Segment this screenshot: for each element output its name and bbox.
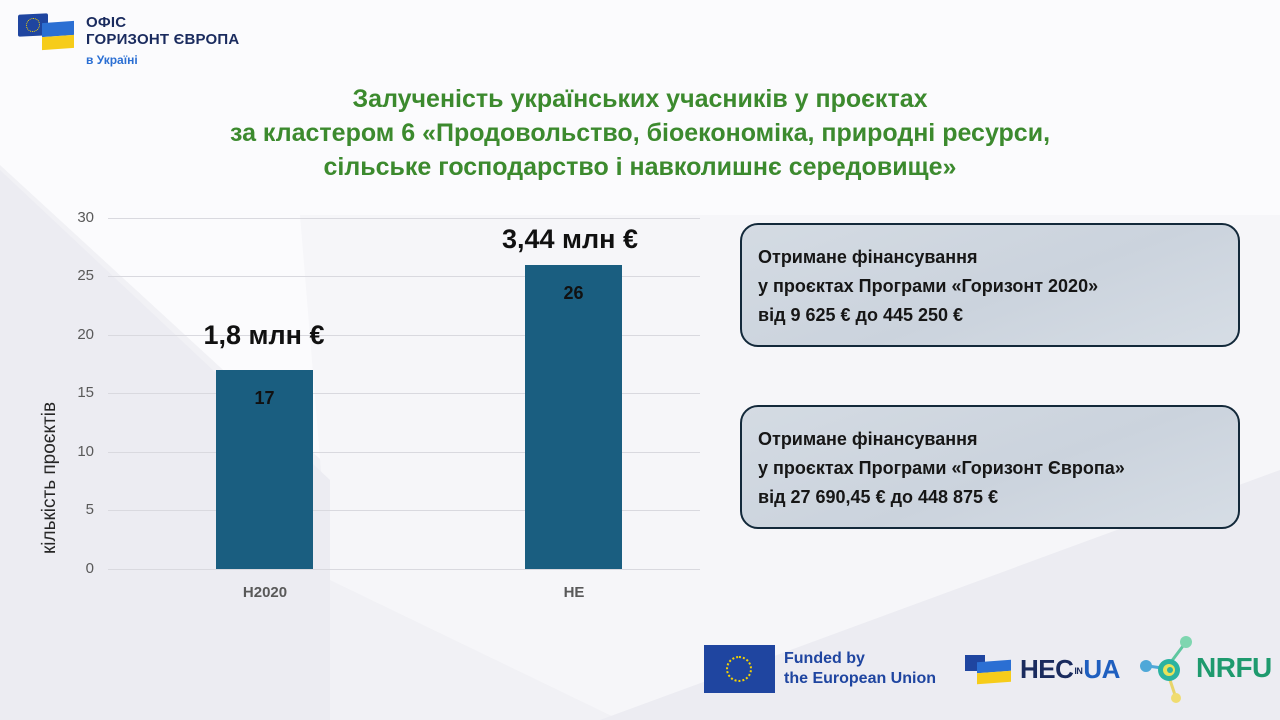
bar-value-label: 17 <box>254 388 275 408</box>
x-tick-label: H2020 <box>242 584 288 601</box>
logo-text-line3: в Україні <box>86 53 138 67</box>
info-box-line: від 27 690,45 € до 448 875 € <box>758 487 999 507</box>
bar-chart: 30 25 20 15 10 5 0 кількість проєктів 1,… <box>0 0 720 620</box>
logo-text-line1: ОФІС <box>86 14 127 31</box>
office-horizon-europe-logo: ОФІС ГОРИЗОНТ ЄВРОПА в Україні <box>18 13 240 69</box>
heu-text-main: HEC <box>1020 654 1074 684</box>
gridline <box>108 218 700 219</box>
title-line-3: сільське господарство і навколишнє серед… <box>323 153 957 181</box>
gridline <box>108 335 700 336</box>
nrfu-logo-text: NRFU <box>1196 652 1272 683</box>
logo-text-line2: ГОРИЗОНТ ЄВРОПА <box>86 31 240 48</box>
page-title: Залученість українських учасників у проє… <box>140 82 1140 184</box>
heu-in-ua-logo: HECINUA <box>1020 654 1120 685</box>
bar-funding-annotation: 3,44 млн € <box>501 224 638 254</box>
info-box-line: у проєктах Програми «Горизонт 2020» <box>758 276 1099 296</box>
bar-funding-annotation: 1,8 млн € <box>203 320 325 350</box>
y-tick-label: 0 <box>85 560 94 577</box>
bar-value-label: 26 <box>563 283 584 303</box>
info-box-line: від 9 625 € до 445 250 € <box>758 305 964 325</box>
heu-text-in: IN <box>1074 666 1083 677</box>
heu-text-ua: UA <box>1083 654 1120 684</box>
bar-h2020: 17 <box>216 370 313 569</box>
funded-line1: Funded by <box>784 650 865 667</box>
info-box-line: у проєктах Програми «Горизонт Європа» <box>758 458 1125 478</box>
bar-he: 26 <box>525 265 622 569</box>
nrfu-molecule-icon <box>1140 636 1192 703</box>
y-tick-label: 30 <box>77 209 94 226</box>
gridline <box>108 393 700 394</box>
x-tick-label: HE <box>563 584 585 601</box>
y-tick-label: 25 <box>77 267 94 284</box>
eu-flag-icon <box>704 645 775 693</box>
y-tick-label: 15 <box>77 384 94 401</box>
y-tick-label: 20 <box>77 326 94 343</box>
y-tick-label: 10 <box>77 443 94 460</box>
x-axis-line <box>108 569 700 570</box>
info-box-line: Отримане фінансування <box>758 429 978 449</box>
gridline <box>108 510 700 511</box>
y-axis-label: кількість проєктів <box>39 401 60 555</box>
title-line-2: за кластером 6 «Продовольство, біоеконом… <box>229 119 1051 147</box>
info-box-he-funding: Отримане фінансування у проєктах Програм… <box>740 405 1240 529</box>
title-line-1: Залученість українських учасників у проє… <box>352 85 928 113</box>
info-box-line: Отримане фінансування <box>758 247 978 267</box>
funded-by-eu-text: Funded by the European Union <box>784 649 936 689</box>
gridline <box>108 452 700 453</box>
y-tick-label: 5 <box>85 501 94 518</box>
gridline <box>108 276 700 277</box>
heu-flags-icon <box>965 655 1013 685</box>
funded-line2: the European Union <box>784 670 936 687</box>
info-box-h2020-funding: Отримане фінансування у проєктах Програм… <box>740 223 1240 347</box>
